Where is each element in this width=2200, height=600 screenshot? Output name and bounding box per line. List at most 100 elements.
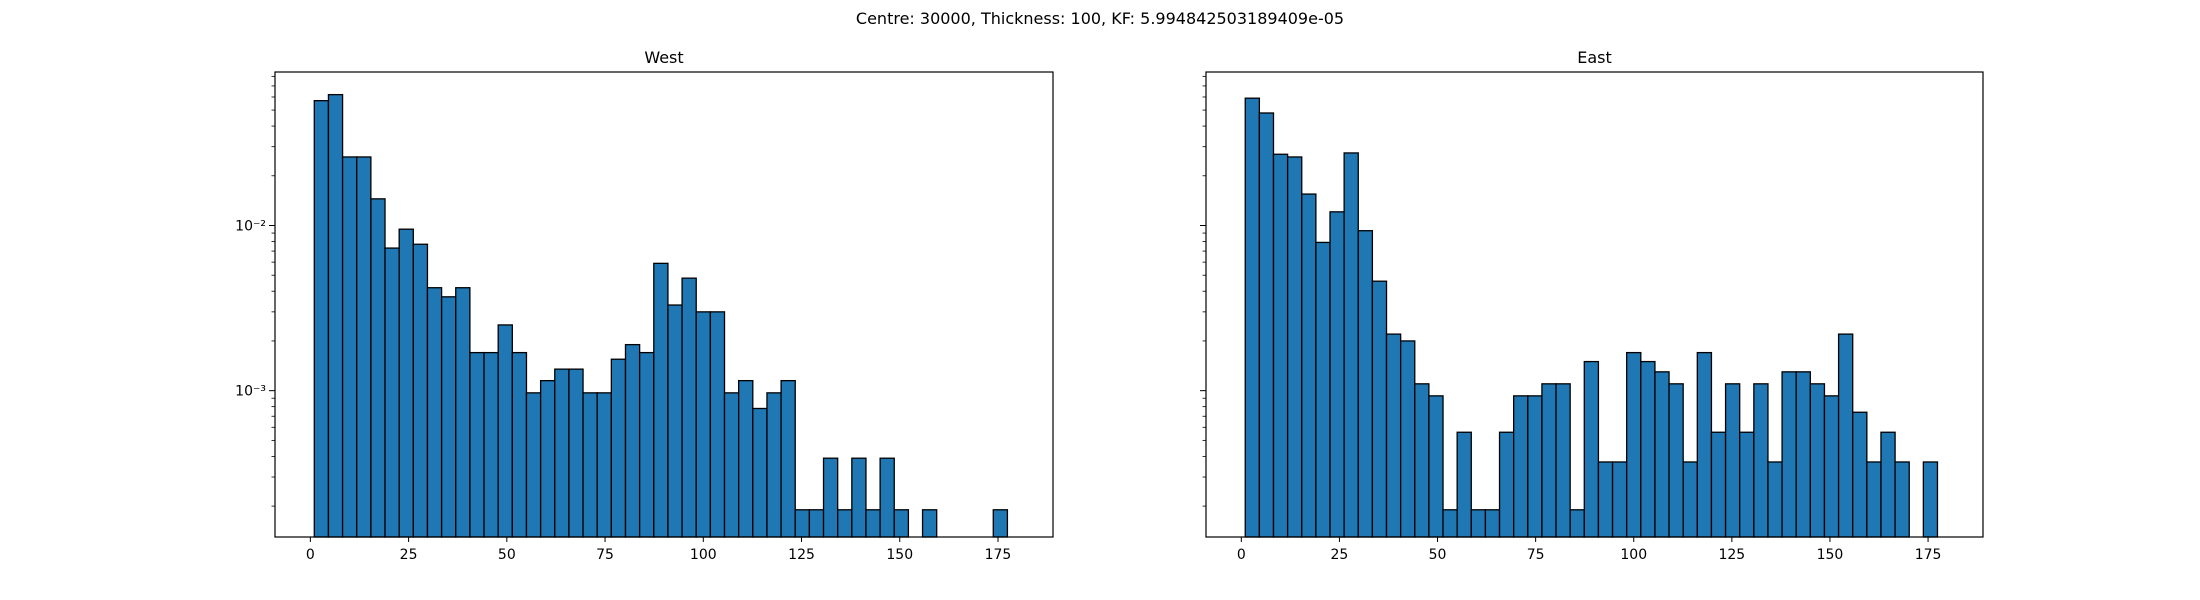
west-y-tick-label: 10⁻² — [235, 219, 266, 235]
east-histogram-bar — [1286, 156, 1303, 538]
east-histogram-bar — [1809, 383, 1826, 538]
east-histogram-bar — [1301, 193, 1317, 538]
east-histogram-bar — [1668, 383, 1684, 538]
west-x-tick-label: 125 — [788, 547, 815, 563]
east-axes-frame — [1205, 71, 1984, 538]
west-histogram-bar — [780, 379, 796, 538]
west-x-tick-label: 25 — [400, 547, 418, 563]
east-histogram-bar — [1442, 509, 1458, 538]
east-histogram-bar — [1753, 383, 1769, 538]
west-histogram-bar — [582, 392, 598, 538]
east-histogram-bar — [1371, 280, 1388, 538]
east-histogram-bar — [1513, 395, 1529, 538]
west-histogram-panel: West 0 25 50 75 100 125 150 175 10⁻² 10⁻³ — [235, 48, 1054, 563]
west-histogram-bar — [681, 277, 697, 538]
east-x-tick-label: 125 — [1718, 547, 1745, 563]
east-histogram-bar — [1357, 230, 1374, 538]
east-x-tick-label: 75 — [1527, 547, 1545, 563]
east-histogram-bar — [1329, 211, 1345, 538]
east-x-tick-label: 175 — [1915, 547, 1942, 563]
east-histogram-bar — [1456, 431, 1472, 538]
west-histogram-bar — [822, 457, 839, 538]
west-histogram-bar — [752, 407, 768, 538]
west-histogram-bar — [440, 296, 457, 538]
west-panel-title: West — [644, 48, 683, 67]
east-histogram-bar — [1527, 395, 1543, 538]
west-histogram-bar — [738, 379, 754, 538]
east-histogram-panel: East 0 25 50 75 100 125 150 175 — [1200, 48, 1984, 563]
east-histogram-bar — [1428, 395, 1444, 538]
west-histogram-bar — [313, 100, 330, 538]
west-histogram-bar — [469, 351, 485, 538]
west-x-tick-label: 100 — [690, 547, 717, 563]
east-histogram-bar — [1640, 360, 1656, 538]
west-histogram-bar — [709, 311, 726, 538]
east-histogram-bar — [1823, 395, 1840, 538]
west-histogram-bar — [554, 368, 570, 538]
west-histogram-bar — [837, 509, 853, 538]
east-x-tick-label: 0 — [1237, 547, 1246, 563]
west-histogram-bar — [426, 287, 443, 538]
east-x-tick-label: 150 — [1817, 547, 1844, 563]
east-histogram-bar — [1272, 153, 1289, 538]
east-histogram-bar — [1541, 383, 1557, 538]
west-histogram-bar — [893, 509, 910, 538]
west-x-tick-label: 75 — [596, 547, 614, 563]
east-histogram-bar — [1414, 383, 1430, 538]
east-histogram-bar — [1781, 371, 1797, 538]
east-histogram-bar — [1682, 461, 1698, 538]
east-histogram-bar — [1922, 461, 1939, 538]
west-histogram-bar — [539, 379, 556, 538]
east-histogram-bar — [1555, 383, 1571, 538]
west-histogram-bar — [992, 509, 1009, 538]
west-histogram-bar — [667, 304, 683, 538]
east-histogram-bar — [1724, 383, 1741, 538]
east-histogram-bar — [1654, 371, 1670, 538]
east-histogram-bar — [1852, 411, 1868, 538]
east-histogram-bar — [1569, 509, 1585, 538]
east-histogram-bar — [1498, 431, 1515, 538]
west-histogram-bar — [568, 368, 584, 538]
east-histogram-bar — [1597, 461, 1614, 538]
east-histogram-bar — [1315, 241, 1331, 538]
west-histogram-bar — [370, 198, 386, 538]
east-histogram-bar — [1385, 333, 1402, 538]
west-histogram-bar — [412, 243, 429, 538]
west-histogram-bar — [455, 287, 471, 538]
east-histogram-bar — [1470, 509, 1487, 538]
west-histogram-bar — [638, 351, 655, 538]
west-histogram-bar — [723, 392, 740, 538]
west-y-tick-label: 10⁻³ — [235, 384, 266, 400]
east-histogram-bar — [1399, 340, 1416, 538]
east-histogram-bar — [1739, 431, 1755, 538]
west-histogram-bar — [596, 392, 612, 538]
east-histogram-bar — [1767, 461, 1783, 538]
east-histogram-bar — [1626, 351, 1642, 538]
east-x-tick-label: 25 — [1331, 547, 1349, 563]
west-x-tick-label: 150 — [886, 547, 913, 563]
west-histogram-bar — [653, 262, 669, 538]
west-histogram-bar — [384, 247, 400, 538]
west-histogram-bar — [483, 351, 499, 538]
east-histogram-bar — [1894, 461, 1910, 538]
west-histogram-bar — [525, 392, 542, 538]
west-x-tick-label: 0 — [306, 547, 315, 563]
east-histogram-bar — [1484, 509, 1501, 538]
east-histogram-bar — [1880, 431, 1896, 538]
west-histogram-bar — [865, 509, 881, 538]
west-histogram-bar — [497, 324, 513, 538]
west-histogram-bar — [794, 509, 811, 538]
east-x-tick-label: 50 — [1429, 547, 1447, 563]
east-histogram-bar — [1583, 360, 1600, 538]
west-histogram-bar — [511, 351, 528, 538]
east-histogram-bar — [1837, 333, 1854, 538]
west-histogram-bar — [624, 343, 641, 538]
figure-suptitle: Centre: 30000, Thickness: 100, KF: 5.994… — [856, 9, 1344, 28]
east-histogram-bar — [1611, 461, 1628, 538]
east-histogram-bar — [1710, 431, 1727, 538]
east-histogram-bar — [1795, 371, 1811, 538]
west-histogram-bar — [921, 509, 938, 538]
west-histogram-bar — [610, 358, 627, 538]
west-histogram-bar — [851, 457, 867, 538]
